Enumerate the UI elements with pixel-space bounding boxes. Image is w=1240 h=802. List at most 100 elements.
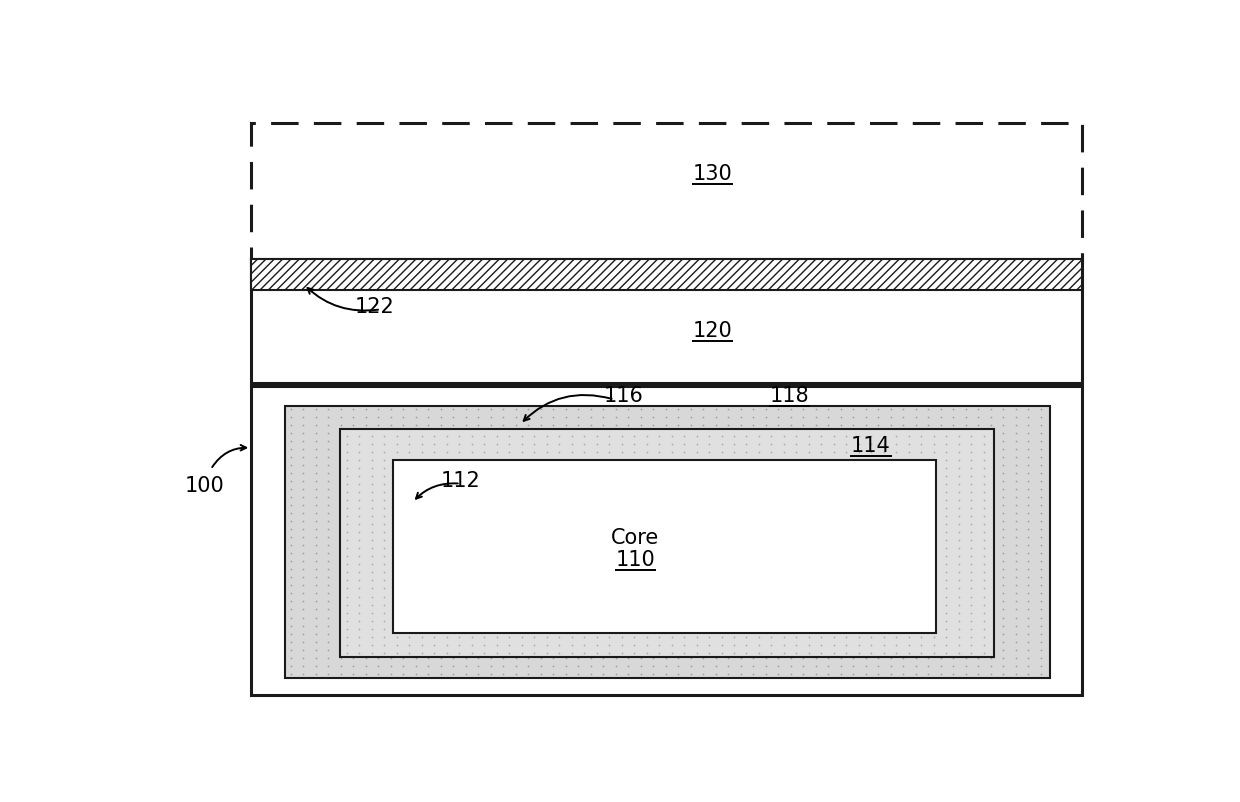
Point bbox=[469, 571, 489, 584]
Point bbox=[381, 635, 401, 648]
Point bbox=[512, 486, 532, 499]
Point bbox=[568, 667, 588, 680]
Point bbox=[606, 667, 626, 680]
Point bbox=[724, 598, 744, 611]
Point bbox=[756, 651, 776, 664]
Point bbox=[905, 563, 925, 576]
Point bbox=[619, 579, 639, 592]
Point bbox=[606, 555, 626, 568]
Point bbox=[1018, 635, 1038, 648]
Point bbox=[469, 651, 489, 664]
Point bbox=[924, 478, 944, 491]
Point bbox=[619, 475, 639, 488]
Point bbox=[474, 462, 494, 475]
Point bbox=[837, 646, 857, 659]
Point bbox=[362, 622, 382, 635]
Point bbox=[756, 507, 776, 520]
Point bbox=[749, 430, 769, 443]
Point bbox=[436, 630, 456, 643]
Point bbox=[412, 598, 432, 611]
Point bbox=[631, 547, 651, 560]
Point bbox=[487, 454, 507, 467]
Point bbox=[306, 579, 326, 592]
Point bbox=[981, 555, 1001, 568]
Point bbox=[343, 555, 363, 568]
Point bbox=[461, 438, 481, 451]
Point bbox=[294, 451, 314, 464]
Point bbox=[749, 454, 769, 467]
Point bbox=[405, 571, 425, 584]
Point bbox=[456, 419, 476, 431]
Point bbox=[294, 587, 314, 600]
Point bbox=[993, 491, 1013, 504]
Point bbox=[594, 595, 614, 608]
Point bbox=[924, 598, 944, 611]
Point bbox=[956, 643, 976, 656]
Point bbox=[718, 403, 738, 415]
Point bbox=[781, 531, 801, 544]
Point bbox=[543, 443, 563, 456]
Point bbox=[469, 459, 489, 472]
Point bbox=[743, 619, 763, 632]
Point bbox=[668, 531, 688, 544]
Point bbox=[436, 590, 456, 603]
Point bbox=[568, 507, 588, 520]
Point bbox=[887, 582, 906, 595]
Point bbox=[512, 510, 532, 523]
Point bbox=[905, 435, 925, 448]
Point bbox=[412, 510, 432, 523]
Point bbox=[905, 523, 925, 536]
Point bbox=[968, 627, 988, 640]
Point bbox=[730, 523, 750, 536]
Point bbox=[343, 619, 363, 632]
Point bbox=[849, 638, 869, 651]
Point bbox=[743, 515, 763, 528]
Point bbox=[693, 619, 713, 632]
Point bbox=[862, 622, 882, 635]
Point bbox=[294, 603, 314, 616]
Point bbox=[644, 659, 663, 672]
Point bbox=[1030, 515, 1050, 528]
Point bbox=[794, 435, 813, 448]
Point bbox=[337, 494, 357, 507]
Point bbox=[444, 499, 464, 512]
Point bbox=[687, 558, 707, 571]
Point bbox=[506, 595, 526, 608]
Point bbox=[874, 510, 894, 523]
Point bbox=[294, 667, 314, 680]
Point bbox=[636, 494, 656, 507]
Point bbox=[543, 427, 563, 439]
Point bbox=[681, 411, 701, 423]
Point bbox=[837, 462, 857, 475]
Point bbox=[306, 667, 326, 680]
Point bbox=[656, 523, 676, 536]
Point bbox=[568, 435, 588, 448]
Point bbox=[724, 582, 744, 595]
Point bbox=[843, 611, 863, 624]
Point bbox=[512, 590, 532, 603]
Point bbox=[956, 403, 976, 415]
Point bbox=[825, 534, 844, 547]
Point bbox=[893, 595, 913, 608]
Point bbox=[756, 451, 776, 464]
Point bbox=[644, 635, 663, 648]
Point bbox=[449, 606, 469, 619]
Point bbox=[631, 635, 651, 648]
Point bbox=[973, 502, 993, 515]
Point bbox=[644, 459, 663, 472]
Point bbox=[675, 590, 694, 603]
Point bbox=[668, 467, 688, 480]
Point bbox=[574, 494, 594, 507]
Point bbox=[481, 451, 501, 464]
Point bbox=[905, 515, 925, 528]
Point bbox=[924, 438, 944, 451]
Point bbox=[1006, 475, 1025, 488]
Point bbox=[436, 494, 456, 507]
Point bbox=[806, 451, 826, 464]
Point bbox=[687, 478, 707, 491]
Point bbox=[512, 462, 532, 475]
Point bbox=[1030, 403, 1050, 415]
Point bbox=[500, 630, 520, 643]
Point bbox=[843, 435, 863, 448]
Point bbox=[418, 571, 438, 584]
